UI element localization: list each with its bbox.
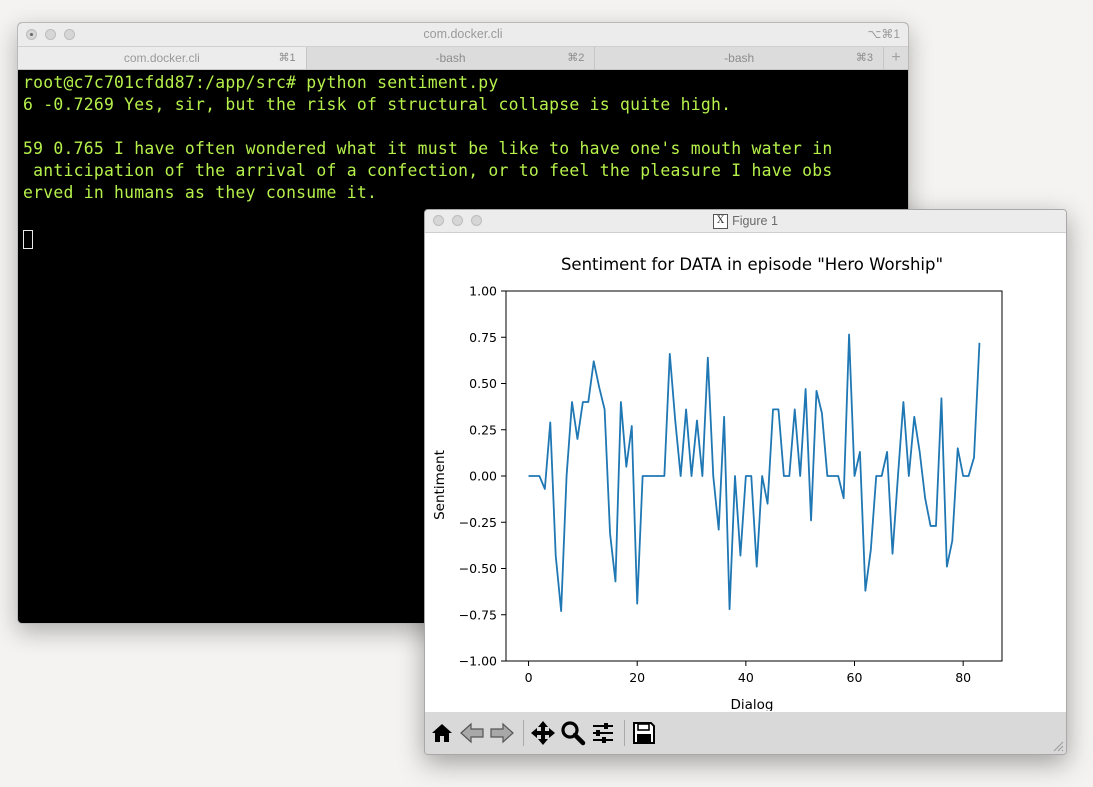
tab-shortcut: ⌘2 [567,52,585,64]
home-icon[interactable] [428,719,456,747]
terminal-output[interactable]: root@c7c701cfdd87:/app/src# python senti… [18,70,908,250]
zoom-button[interactable] [64,29,75,40]
y-tick-label: −1.00 [459,654,497,669]
window-shortcut: ⌥⌘1 [867,27,900,41]
tab-label: -bash [724,51,755,65]
forward-icon[interactable] [488,719,516,747]
terminal-line: 59 0.765 I have often wondered what it m… [23,139,833,158]
terminal-titlebar: com.docker.cli ⌥⌘1 [18,23,908,47]
y-tick-label: 0.50 [469,376,497,391]
y-tick-label: −0.75 [459,607,497,622]
tab-docker[interactable]: com.docker.cli ⌘1 [18,47,307,69]
y-tick-label: −0.25 [459,515,497,530]
terminal-cursor [23,230,33,249]
terminal-line [23,116,903,138]
plot-frame [505,290,1003,662]
back-icon[interactable] [458,719,486,747]
tab-shortcut: ⌘1 [278,52,296,64]
x-tick-label: 80 [955,670,971,685]
tab-label: -bash [435,51,466,65]
terminal-line: 6 -0.7269 Yes, sir, but the risk of stru… [23,95,732,114]
configure-icon[interactable] [589,719,617,747]
terminal-line: erved in humans as they consume it. [23,183,378,202]
y-tick-label: 0.75 [469,330,497,345]
x-tick-label: 20 [629,670,645,685]
y-tick-label: −0.50 [459,561,497,576]
tab-bash-2[interactable]: -bash ⌘3 [595,47,885,69]
chart-title: Sentiment for DATA in episode "Hero Wors… [561,255,943,274]
y-tick-label: 0.00 [469,469,497,484]
toolbar-separator [624,720,625,746]
terminal-prompt-line [23,226,903,249]
window-controls [26,29,75,40]
x-tick-label: 60 [847,670,863,685]
terminal-line: anticipation of the arrival of a confect… [23,161,833,180]
y-axis-label: Sentiment [432,450,448,520]
y-tick-label: 1.00 [469,284,497,299]
minimize-button[interactable] [452,215,463,226]
x-axis-label: Dialog [731,697,774,711]
close-button[interactable] [433,215,444,226]
x-tick-label: 0 [525,670,533,685]
resize-grip-icon[interactable] [1052,740,1064,752]
y-axis: −1.00 −0.75 −0.50 −0.25 0.00 0.25 0.50 0.75 1.00 [459,284,506,669]
x-axis: 0 20 40 60 80 [525,661,971,685]
sentiment-chart: Sentiment for DATA in episode "Hero Wors… [432,255,1003,711]
figure-window: X Figure 1 Sentiment for DATA in episode … [424,209,1067,755]
zoom-icon[interactable] [559,719,587,747]
zoom-button[interactable] [471,215,482,226]
pan-icon[interactable] [529,719,557,747]
new-tab-button[interactable]: + [891,49,901,66]
tab-label: com.docker.cli [123,51,200,65]
series-line [528,333,981,612]
figure-toolbar [425,712,1066,754]
terminal-line: root@c7c701cfdd87:/app/src# python senti… [23,73,499,92]
save-icon[interactable] [630,719,658,747]
minimize-button[interactable] [45,29,56,40]
tab-bar: com.docker.cli ⌘1 -bash ⌘2 -bash ⌘3 + [18,47,908,70]
y-tick-label: 0.25 [469,422,497,437]
figure-title: Figure 1 [732,214,778,228]
x-tick-label: 40 [738,670,754,685]
close-button[interactable] [26,29,37,40]
x11-icon: X [713,214,729,230]
toolbar-separator [523,720,524,746]
tab-bash-1[interactable]: -bash ⌘2 [307,47,596,69]
window-controls [433,215,482,226]
tab-shortcut: ⌘3 [855,52,874,64]
figure-titlebar: X Figure 1 [425,210,1066,233]
terminal-title: com.docker.cli [423,27,503,41]
